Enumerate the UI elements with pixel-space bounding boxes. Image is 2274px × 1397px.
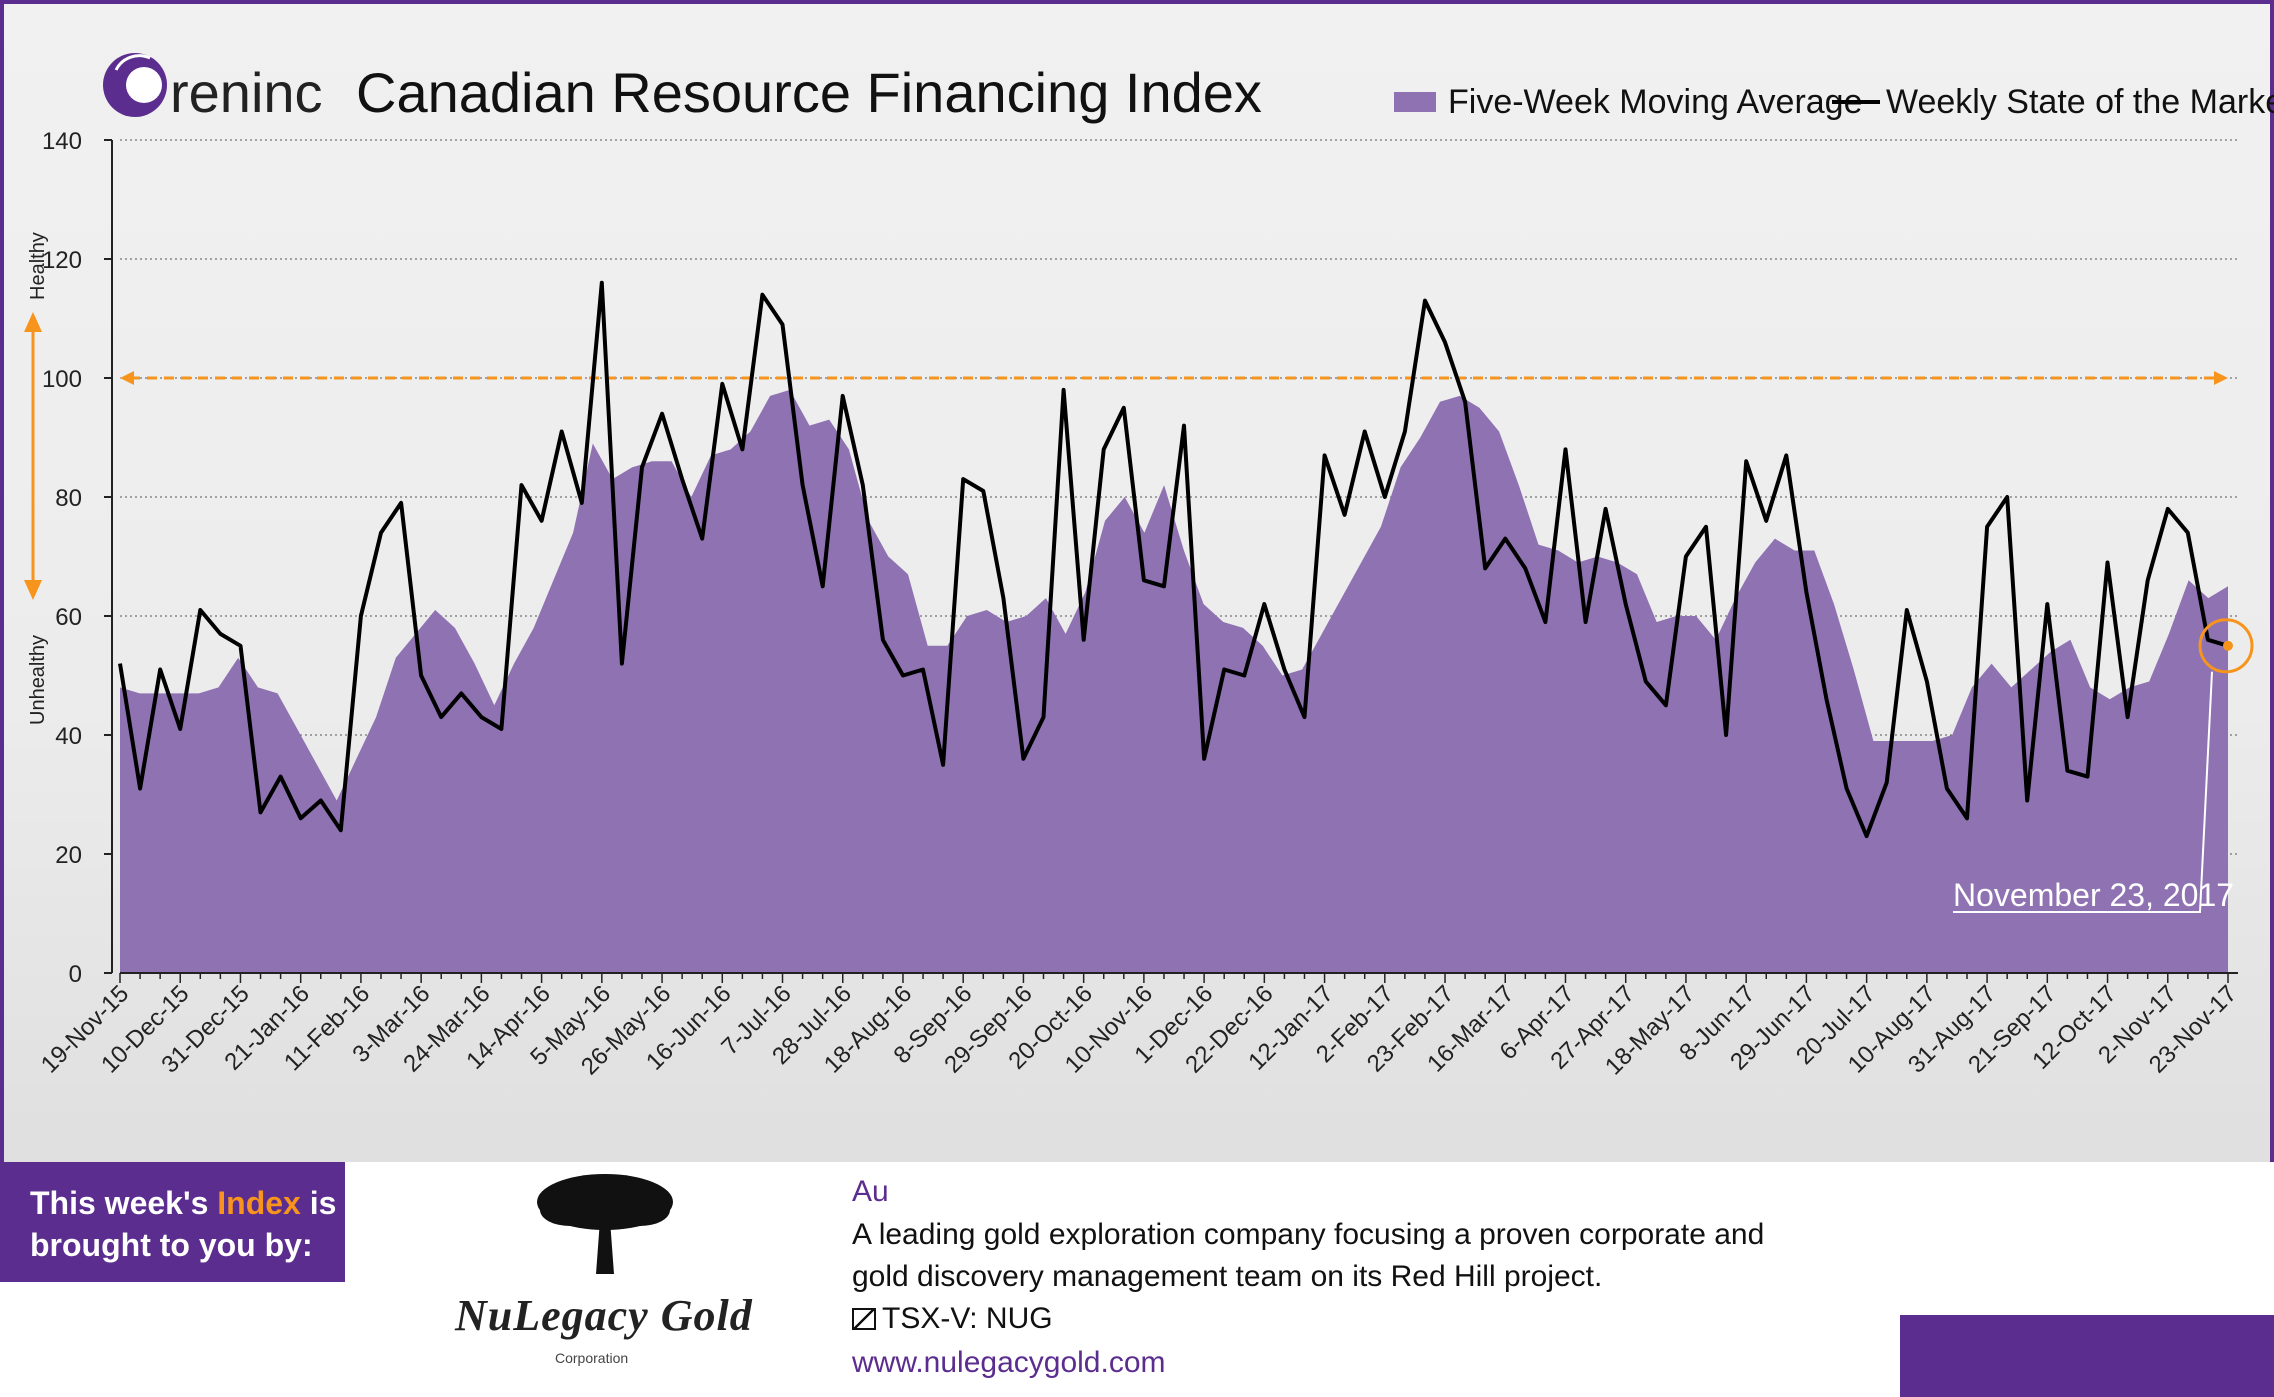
footer-accent-block bbox=[1900, 1315, 2274, 1397]
threshold-right-arrow-icon bbox=[2214, 371, 2228, 385]
company-description-line2: gold discovery management team on its Re… bbox=[852, 1260, 1603, 1293]
moving-average-area bbox=[120, 389, 2228, 973]
chart-icon bbox=[852, 1308, 876, 1330]
unhealthy-label: Unhealthy bbox=[27, 635, 49, 725]
tree-logo-icon bbox=[537, 1174, 673, 1274]
annotation-date: November 23, 2017 bbox=[1953, 877, 2234, 913]
company-website-link[interactable]: www.nulegacygold.com bbox=[852, 1346, 1166, 1379]
y-tick-label: 60 bbox=[55, 604, 82, 631]
sponsor-banner: This week's Index is brought to you by: bbox=[0, 1162, 345, 1282]
threshold-left-arrow-icon bbox=[120, 371, 134, 385]
footer bbox=[0, 1162, 2274, 1397]
y-tick-label: 0 bbox=[69, 961, 82, 988]
weekly-state-line bbox=[118, 280, 2229, 839]
legend-line-label: Weekly State of the Market bbox=[1886, 83, 2274, 121]
arrow-up-icon bbox=[24, 312, 42, 332]
latest-point-marker bbox=[2223, 640, 2233, 651]
ticker-row: TSX-V: NUG bbox=[852, 1302, 1053, 1336]
y-tick-label: 120 bbox=[42, 247, 82, 274]
arrow-down-icon bbox=[24, 580, 42, 600]
sponsor-text-c: is bbox=[300, 1185, 337, 1221]
latest-point-annotation: November 23, 2017 bbox=[1953, 618, 2254, 913]
y-tick-label: 40 bbox=[55, 723, 82, 750]
chart-title: Canadian Resource Financing Index bbox=[356, 61, 1262, 124]
company-logo-text: NuLegacy Gold bbox=[455, 1291, 753, 1340]
commodity-symbol: Au bbox=[852, 1175, 889, 1208]
health-indicator: Healthy Unhealthy bbox=[24, 232, 49, 725]
latest-point-highlight bbox=[2198, 618, 2254, 674]
y-tick-label: 20 bbox=[55, 842, 82, 869]
chart: reninc Canadian Resource Financing Index… bbox=[24, 53, 2274, 1080]
y-tick-label: 80 bbox=[55, 485, 82, 512]
brand-name: reninc bbox=[170, 61, 323, 124]
y-tick-label: 100 bbox=[42, 366, 82, 393]
sponsor-text-line2: brought to you by: bbox=[30, 1227, 313, 1263]
sponsor-text-a: This week's bbox=[30, 1185, 218, 1221]
sponsor-text-index: Index bbox=[217, 1185, 301, 1221]
x-axis: 19-Nov-1510-Dec-1531-Dec-1521-Jan-1611-F… bbox=[36, 972, 2242, 1080]
healthy-label: Healthy bbox=[27, 232, 49, 300]
y-axis: 0 20 40 60 80 100 120 140 bbox=[42, 128, 113, 988]
y-tick-label: 140 bbox=[42, 128, 82, 155]
legend-area-label: Five-Week Moving Average bbox=[1448, 83, 1863, 121]
company-logo-subtext: Corporation bbox=[555, 1350, 629, 1366]
weekly-line-layer bbox=[118, 280, 2229, 839]
legend-area-swatch bbox=[1394, 92, 1436, 112]
moving-average-area-layer bbox=[120, 389, 2228, 973]
threshold-layer bbox=[120, 371, 2228, 385]
annotation-leader-line bbox=[1953, 671, 2213, 913]
company-description-line1: A leading gold exploration company focus… bbox=[852, 1218, 1765, 1251]
oreninc-logo-icon bbox=[103, 53, 167, 117]
ticker-symbol: TSX-V: NUG bbox=[882, 1302, 1053, 1335]
